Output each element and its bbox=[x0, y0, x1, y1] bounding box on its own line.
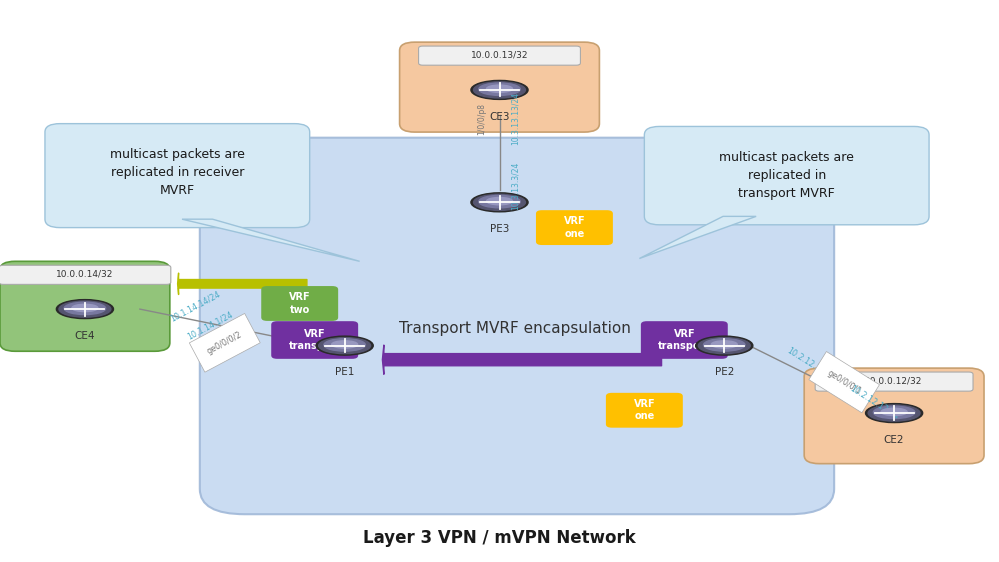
Text: ge0/0/0/2: ge0/0/0/2 bbox=[206, 330, 244, 356]
Ellipse shape bbox=[487, 197, 512, 205]
Ellipse shape bbox=[479, 83, 520, 96]
Text: multicast packets are
replicated in receiver
MVRF: multicast packets are replicated in rece… bbox=[110, 148, 245, 197]
Ellipse shape bbox=[487, 85, 512, 92]
Ellipse shape bbox=[324, 339, 366, 351]
Ellipse shape bbox=[332, 341, 358, 348]
Ellipse shape bbox=[479, 196, 520, 208]
Polygon shape bbox=[182, 219, 360, 261]
Ellipse shape bbox=[56, 300, 114, 319]
Text: PE3: PE3 bbox=[490, 224, 509, 234]
Text: VRF
one: VRF one bbox=[633, 399, 655, 422]
Text: 10.1.14.14/24: 10.1.14.14/24 bbox=[168, 289, 222, 323]
Ellipse shape bbox=[319, 338, 371, 353]
FancyBboxPatch shape bbox=[419, 46, 580, 65]
Ellipse shape bbox=[698, 338, 750, 353]
FancyBboxPatch shape bbox=[400, 42, 599, 132]
Text: 10.1.14.1/24: 10.1.14.1/24 bbox=[186, 310, 234, 342]
Text: multicast packets are
replicated in
transport MVRF: multicast packets are replicated in tran… bbox=[719, 151, 854, 200]
Text: VRF
transport: VRF transport bbox=[658, 329, 710, 351]
Text: VRF
one: VRF one bbox=[563, 216, 585, 239]
Text: VRF
transport: VRF transport bbox=[289, 329, 341, 351]
Ellipse shape bbox=[703, 339, 745, 351]
FancyBboxPatch shape bbox=[605, 393, 683, 428]
Ellipse shape bbox=[868, 405, 920, 421]
Ellipse shape bbox=[471, 80, 528, 99]
FancyBboxPatch shape bbox=[272, 321, 359, 359]
Polygon shape bbox=[639, 216, 756, 259]
FancyBboxPatch shape bbox=[261, 286, 338, 321]
Text: 10.3.13.13/24: 10.3.13.13/24 bbox=[510, 92, 520, 146]
Text: 10.0.0.12/32: 10.0.0.12/32 bbox=[865, 377, 923, 386]
Ellipse shape bbox=[59, 301, 111, 317]
Ellipse shape bbox=[873, 406, 915, 419]
Ellipse shape bbox=[695, 336, 753, 355]
Text: PE2: PE2 bbox=[714, 367, 734, 377]
Text: 10.2.12.12/24: 10.2.12.12/24 bbox=[848, 383, 900, 420]
Ellipse shape bbox=[64, 302, 106, 315]
FancyBboxPatch shape bbox=[0, 265, 171, 284]
Text: Layer 3 VPN / mVPN Network: Layer 3 VPN / mVPN Network bbox=[363, 529, 636, 547]
Ellipse shape bbox=[316, 336, 374, 355]
FancyBboxPatch shape bbox=[815, 372, 973, 391]
FancyBboxPatch shape bbox=[200, 138, 834, 514]
Text: 10.0.0.14/32: 10.0.0.14/32 bbox=[56, 270, 114, 279]
Ellipse shape bbox=[865, 404, 923, 423]
FancyBboxPatch shape bbox=[641, 321, 727, 359]
Ellipse shape bbox=[711, 341, 737, 348]
Text: 10.3.13.3/24: 10.3.13.3/24 bbox=[510, 162, 520, 211]
FancyBboxPatch shape bbox=[45, 124, 310, 228]
Ellipse shape bbox=[474, 82, 525, 98]
FancyBboxPatch shape bbox=[804, 368, 984, 464]
Text: Transport MVRF encapsulation: Transport MVRF encapsulation bbox=[399, 321, 630, 336]
Text: CE4: CE4 bbox=[75, 330, 95, 341]
Text: 10.0.0.13/32: 10.0.0.13/32 bbox=[471, 51, 528, 60]
FancyBboxPatch shape bbox=[644, 126, 929, 225]
Ellipse shape bbox=[471, 193, 528, 212]
Ellipse shape bbox=[72, 304, 98, 311]
Ellipse shape bbox=[474, 194, 525, 210]
FancyBboxPatch shape bbox=[535, 210, 612, 245]
Text: CE2: CE2 bbox=[884, 434, 904, 445]
Text: PE1: PE1 bbox=[335, 367, 355, 377]
Text: 1/0/0/p8: 1/0/0/p8 bbox=[477, 103, 487, 135]
Text: ge0/0/0/1: ge0/0/0/1 bbox=[825, 368, 863, 396]
Text: 10.2.12.2/24: 10.2.12.2/24 bbox=[785, 345, 833, 380]
Text: CE3: CE3 bbox=[490, 111, 509, 121]
Ellipse shape bbox=[881, 408, 907, 415]
Text: VRF
two: VRF two bbox=[289, 292, 311, 315]
FancyBboxPatch shape bbox=[0, 261, 170, 351]
